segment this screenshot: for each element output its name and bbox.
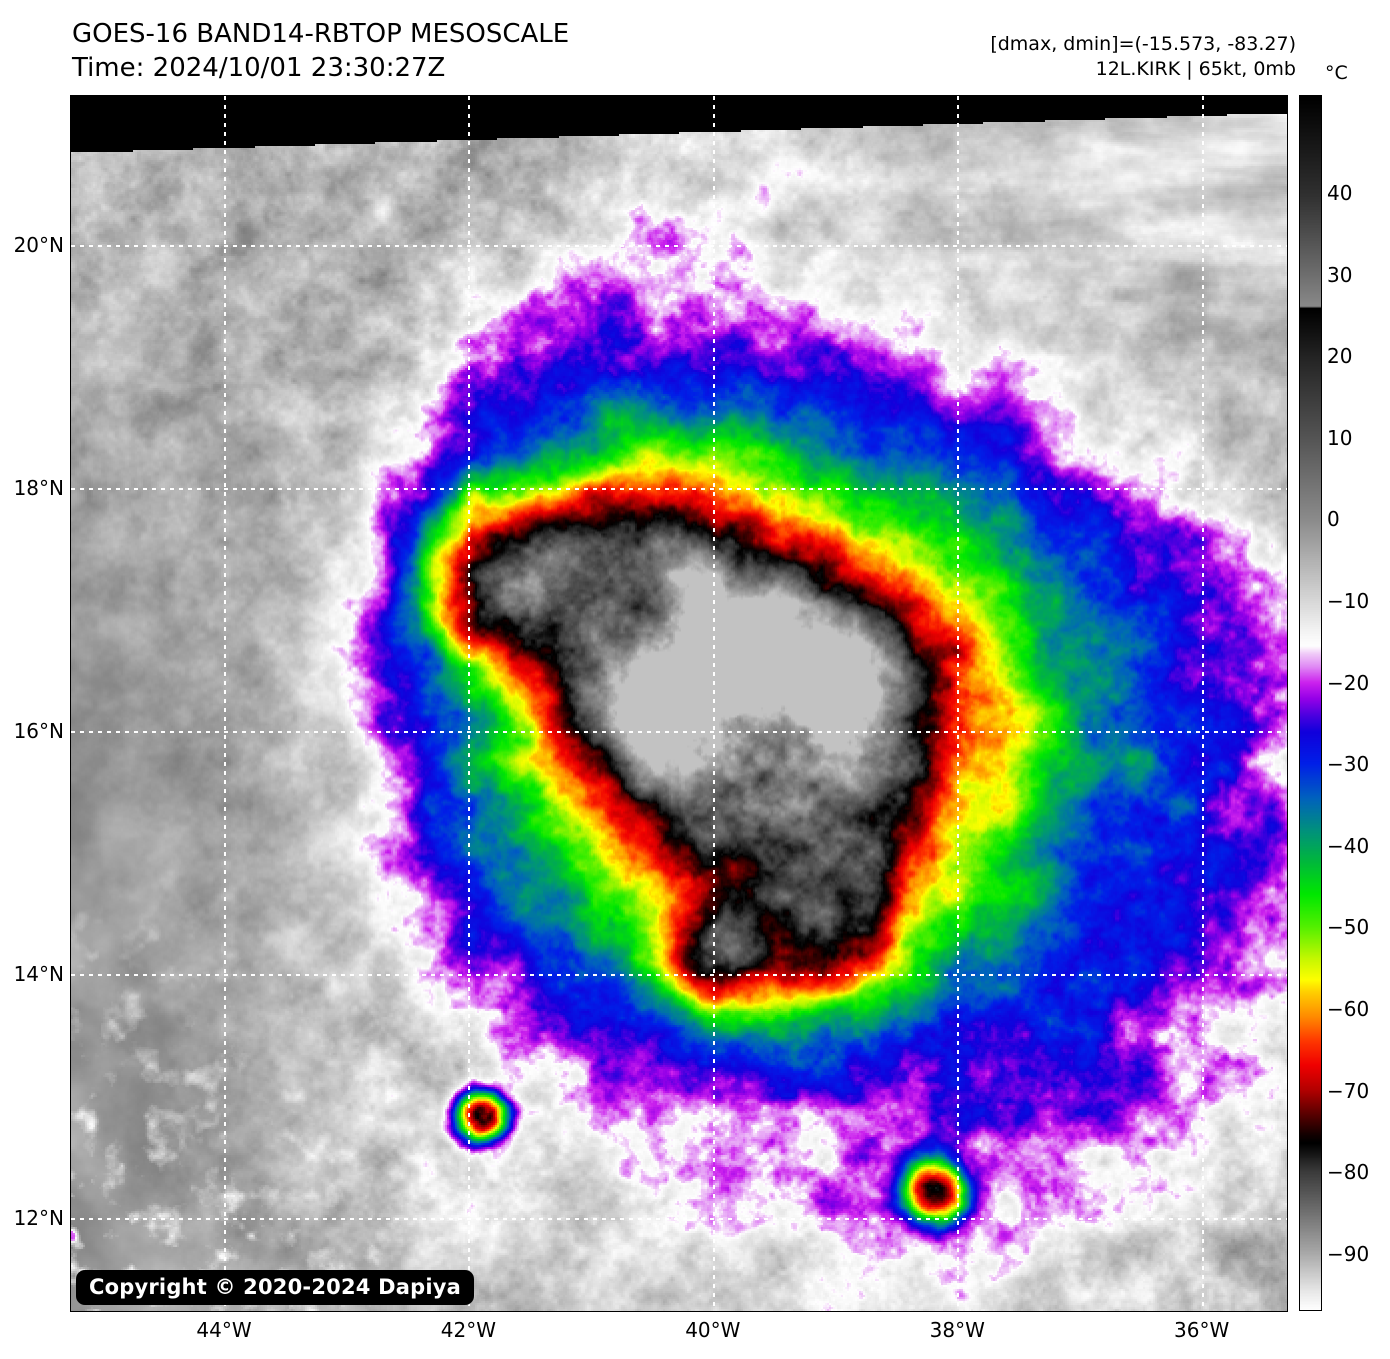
ytick-label-0: 20°N — [13, 232, 64, 257]
xtick-label-1: 42°W — [440, 1318, 497, 1342]
colorbar-tick-8: −40 — [1327, 833, 1370, 858]
colorbar-tick-12: −80 — [1327, 1160, 1370, 1185]
page-title: GOES-16 BAND14-RBTOP MESOSCALE — [72, 19, 570, 49]
ytick-label-1: 18°N — [13, 475, 64, 500]
colorbar-tick-4: 0 — [1327, 507, 1340, 532]
colorbar[interactable] — [1299, 95, 1322, 1311]
colorbar-tick-0: 40 — [1327, 180, 1353, 205]
ytick-label-4: 12°N — [13, 1205, 64, 1230]
ytick-label-2: 16°N — [13, 719, 64, 744]
figure-header-right: [dmax, dmin]=(-15.573, -83.27) 12L.KIRK … — [990, 32, 1296, 83]
colorbar-tick-6: −20 — [1327, 670, 1370, 695]
figure-header-left: GOES-16 BAND14-RBTOP MESOSCALE Time: 202… — [72, 18, 569, 86]
colorbar-units-label: °C — [1325, 62, 1348, 84]
colorbar-tick-3: 10 — [1327, 425, 1353, 450]
colorbar-tick-9: −50 — [1327, 915, 1370, 940]
colorbar-tick-2: 20 — [1327, 344, 1353, 369]
colorbar-tick-10: −60 — [1327, 997, 1370, 1022]
xtick-label-0: 44°W — [196, 1318, 252, 1342]
colorbar-tick-1: 30 — [1327, 262, 1353, 287]
colorbar-tick-7: −30 — [1327, 752, 1370, 777]
xtick-label-3: 38°W — [929, 1318, 985, 1342]
satellite-imagery-canvas — [71, 96, 1287, 1311]
colorbar-tick-labels: 40 30 20 10 0 −10 −20 −30 −40 −50 −60 −70 −80 −90 — [1327, 95, 1387, 1311]
colorbar-tick-11: −70 — [1327, 1078, 1370, 1103]
colorbar-gradient — [1299, 95, 1322, 1311]
copyright-badge: Copyright © 2020-2024 Dapiya — [76, 1270, 474, 1305]
storm-info-label: 12L.KIRK | 65kt, 0mb — [1095, 58, 1296, 81]
colorbar-tick-13: −90 — [1327, 1241, 1370, 1266]
colorbar-tick-5: −10 — [1327, 588, 1370, 613]
satellite-image-plot[interactable]: Copyright © 2020-2024 Dapiya — [70, 95, 1288, 1312]
ytick-label-3: 14°N — [13, 962, 64, 987]
data-range-label: [dmax, dmin]=(-15.573, -83.27) — [990, 33, 1296, 55]
xtick-label-4: 36°W — [1174, 1318, 1230, 1342]
timestamp-label: Time: 2024/10/01 23:30:27Z — [72, 52, 446, 83]
xtick-label-2: 40°W — [685, 1318, 741, 1342]
